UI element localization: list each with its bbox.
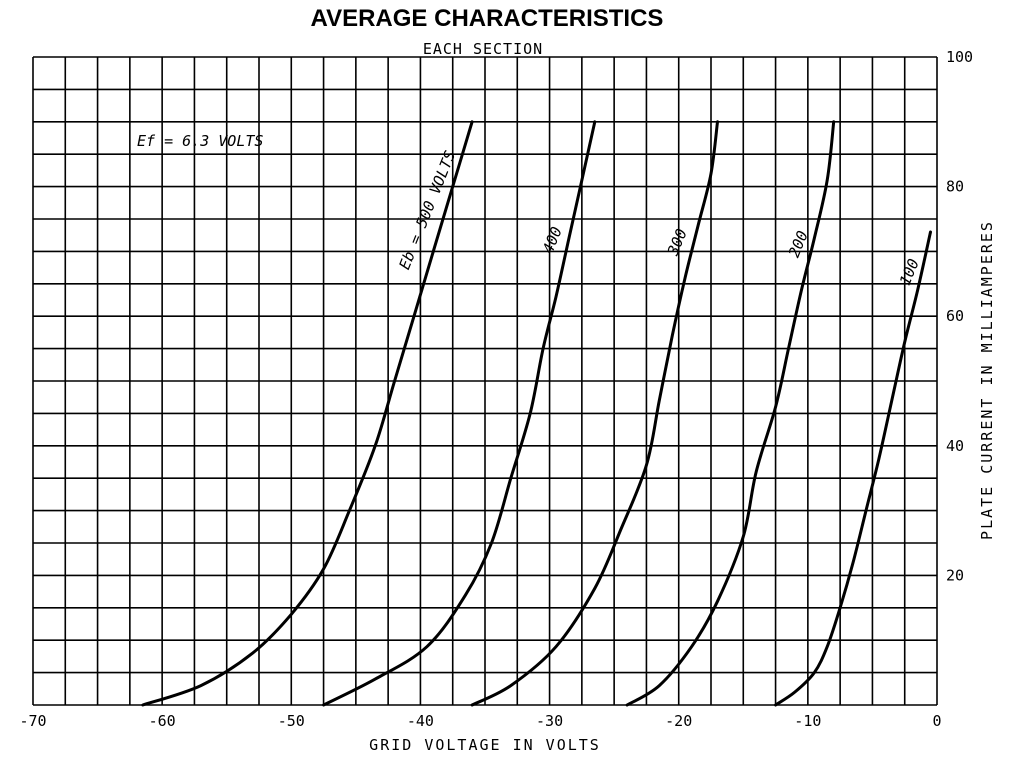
series-label-500: Eb = 500 VOLTS	[395, 148, 459, 272]
y-tick-label: 40	[946, 437, 964, 455]
y-tick-label: 100	[946, 48, 973, 66]
x-tick-label: -50	[278, 712, 305, 730]
x-tick-label: -40	[407, 712, 434, 730]
y-tick-label: 20	[946, 566, 964, 584]
series-label-300: 300	[664, 226, 691, 259]
curve-eb-300	[470, 120, 719, 707]
curve-eb-400	[322, 120, 597, 707]
curve-eb-500	[141, 120, 474, 707]
curve-eb-100	[774, 230, 932, 707]
x-tick-label: -10	[794, 712, 821, 730]
x-tick-labels: -70 -60 -50 -40 -30 -20 -10 0	[19, 712, 941, 730]
x-tick-label: -60	[149, 712, 176, 730]
x-tick-label: -20	[665, 712, 692, 730]
curves	[141, 120, 932, 707]
y-tick-label: 80	[946, 178, 964, 196]
x-tick-label: -30	[536, 712, 563, 730]
curve-eb-200	[625, 120, 836, 707]
y-axis-label: PLATE CURRENT IN MILLIAMPERES	[978, 220, 996, 540]
x-tick-label: 0	[932, 712, 941, 730]
y-tick-labels: 20 40 60 80 100	[946, 48, 973, 584]
grid	[32, 56, 938, 706]
x-tick-label: -70	[19, 712, 46, 730]
chart-title: AVERAGE CHARACTERISTICS	[311, 5, 664, 32]
y-tick-label: 60	[946, 307, 964, 325]
chart-subtitle: EACH SECTION	[423, 40, 543, 58]
filament-voltage-annotation: Ef = 6.3 VOLTS	[137, 132, 263, 150]
x-axis-label: GRID VOLTAGE IN VOLTS	[369, 736, 601, 754]
